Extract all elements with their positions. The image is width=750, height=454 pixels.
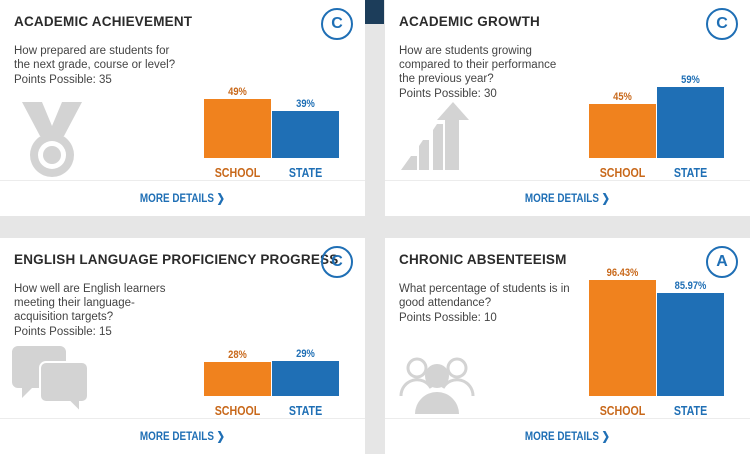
school-bar (589, 280, 656, 396)
state-axis-label: STATE (673, 403, 708, 418)
card-academic-growth: ACADEMIC GROWTH C How are students growi… (385, 0, 750, 216)
grade-badge: A (706, 246, 738, 278)
medal-icon (22, 102, 82, 177)
state-bar (272, 111, 339, 158)
top-accent-bar (364, 0, 384, 24)
school-bar (204, 99, 271, 158)
school-bar (204, 362, 271, 396)
card-title: ENGLISH LANGUAGE PROFICIENCY PROGRESS (14, 252, 339, 267)
growth-arrow-icon (401, 102, 469, 170)
card-academic-achievement: ACADEMIC ACHIEVEMENT C How prepared are … (0, 0, 365, 216)
divider (0, 180, 365, 181)
card-english-language-proficiency: ENGLISH LANGUAGE PROFICIENCY PROGRESS C … (0, 238, 365, 454)
state-value-label: 85.97% (674, 279, 707, 292)
more-details-link[interactable]: MORE DETAILS ❯ (139, 193, 226, 205)
school-axis-label: SCHOOL (214, 165, 261, 180)
state-axis-label: STATE (288, 165, 323, 180)
points-possible: Points Possible: 10 (399, 312, 497, 324)
question-text: How prepared are students for the next g… (14, 45, 176, 71)
state-axis-label: STATE (673, 165, 708, 180)
people-group-icon (399, 357, 475, 414)
card-description: How are students growing compared to the… (399, 44, 571, 101)
comparison-bar-chart: 45% 59% SCHOOL STATE (589, 40, 724, 182)
card-title: ACADEMIC GROWTH (399, 14, 540, 29)
card-title: ACADEMIC ACHIEVEMENT (14, 14, 193, 29)
school-value-label: 45% (613, 91, 632, 103)
card-title: CHRONIC ABSENTEEISM (399, 252, 567, 267)
card-description: How well are English learners meeting th… (14, 282, 186, 339)
school-axis-label: SCHOOL (599, 403, 646, 418)
question-text: How are students growing compared to the… (399, 45, 557, 85)
points-possible: Points Possible: 30 (399, 88, 497, 100)
state-axis-label: STATE (288, 403, 323, 418)
school-axis-label: SCHOOL (599, 165, 646, 180)
state-value-label: 29% (296, 348, 315, 361)
divider (0, 418, 365, 419)
school-value-label: 49% (228, 86, 247, 99)
school-value-label: 96.43% (606, 267, 639, 280)
question-text: How well are English learners meeting th… (14, 283, 166, 323)
speech-bubbles-icon (12, 346, 89, 415)
card-chronic-absenteeism: CHRONIC ABSENTEEISM A What percentage of… (385, 238, 750, 454)
points-possible: Points Possible: 35 (14, 74, 112, 86)
state-value-label: 39% (296, 98, 315, 111)
comparison-bar-chart: 96.43% 85.97% SCHOOL STATE (589, 267, 724, 420)
divider (385, 418, 750, 419)
grade-badge: C (321, 8, 353, 40)
card-description: How prepared are students for the next g… (14, 44, 186, 87)
question-text: What percentage of students is in good a… (399, 283, 570, 309)
state-bar (657, 292, 724, 396)
more-details-link[interactable]: MORE DETAILS ❯ (139, 431, 226, 443)
state-bar (272, 361, 339, 396)
grade-badge: C (321, 246, 353, 278)
school-bar (589, 104, 656, 158)
comparison-bar-chart: 28% 29% SCHOOL STATE (204, 278, 339, 420)
card-description: What percentage of students is in good a… (399, 282, 571, 325)
school-value-label: 28% (228, 349, 247, 362)
comparison-bar-chart: 49% 39% SCHOOL STATE (204, 40, 339, 182)
state-bar (657, 87, 724, 158)
school-axis-label: SCHOOL (214, 403, 261, 418)
more-details-link[interactable]: MORE DETAILS ❯ (524, 193, 611, 205)
points-possible: Points Possible: 15 (14, 326, 112, 338)
grade-badge: C (706, 8, 738, 40)
state-value-label: 59% (681, 74, 700, 87)
more-details-link[interactable]: MORE DETAILS ❯ (524, 431, 611, 443)
divider (385, 180, 750, 181)
